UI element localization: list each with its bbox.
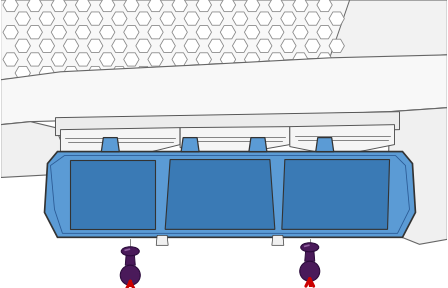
Polygon shape [0, 0, 349, 80]
Polygon shape [233, 39, 248, 52]
Polygon shape [184, 12, 199, 25]
Polygon shape [0, 122, 69, 177]
Polygon shape [293, 53, 308, 66]
Polygon shape [0, 0, 448, 88]
Polygon shape [329, 12, 345, 25]
Polygon shape [136, 67, 151, 80]
Polygon shape [99, 26, 115, 39]
Polygon shape [27, 26, 43, 39]
Polygon shape [101, 138, 119, 151]
Polygon shape [305, 12, 320, 25]
Polygon shape [281, 39, 296, 52]
Polygon shape [51, 53, 67, 66]
Polygon shape [3, 26, 18, 39]
Polygon shape [87, 67, 103, 80]
Polygon shape [180, 127, 290, 155]
Polygon shape [196, 26, 211, 39]
Polygon shape [75, 26, 91, 39]
Polygon shape [99, 0, 115, 12]
Polygon shape [329, 39, 345, 52]
Polygon shape [272, 235, 284, 245]
Polygon shape [51, 0, 67, 12]
Polygon shape [172, 26, 187, 39]
Polygon shape [39, 39, 55, 52]
Polygon shape [305, 39, 320, 52]
Polygon shape [388, 108, 448, 244]
Polygon shape [15, 67, 30, 80]
Polygon shape [208, 67, 224, 80]
Polygon shape [208, 39, 224, 52]
Polygon shape [160, 67, 175, 80]
Polygon shape [233, 12, 248, 25]
Polygon shape [160, 39, 175, 52]
Polygon shape [172, 0, 187, 12]
Polygon shape [281, 12, 296, 25]
Polygon shape [0, 55, 448, 125]
Polygon shape [293, 26, 308, 39]
Polygon shape [3, 0, 18, 12]
Polygon shape [316, 138, 334, 151]
Polygon shape [156, 235, 168, 245]
Circle shape [121, 265, 140, 285]
Circle shape [300, 261, 320, 281]
Polygon shape [257, 12, 272, 25]
Polygon shape [15, 39, 30, 52]
Polygon shape [257, 67, 272, 80]
Polygon shape [112, 39, 127, 52]
Polygon shape [87, 12, 103, 25]
Polygon shape [63, 12, 79, 25]
Polygon shape [329, 67, 345, 80]
Polygon shape [148, 26, 163, 39]
Polygon shape [305, 67, 320, 80]
Polygon shape [269, 53, 284, 66]
Polygon shape [317, 53, 332, 66]
Polygon shape [124, 26, 139, 39]
Polygon shape [184, 67, 199, 80]
Polygon shape [317, 0, 332, 12]
Polygon shape [75, 53, 91, 66]
Polygon shape [208, 12, 224, 25]
Polygon shape [290, 125, 395, 153]
Polygon shape [39, 67, 55, 80]
Polygon shape [245, 26, 260, 39]
Polygon shape [44, 151, 415, 237]
Polygon shape [245, 53, 260, 66]
Polygon shape [269, 0, 284, 12]
Polygon shape [51, 26, 67, 39]
Polygon shape [165, 160, 275, 229]
Polygon shape [245, 0, 260, 12]
Polygon shape [75, 0, 91, 12]
Polygon shape [281, 67, 296, 80]
Polygon shape [160, 12, 175, 25]
Polygon shape [269, 26, 284, 39]
Polygon shape [305, 249, 315, 261]
Polygon shape [60, 128, 180, 158]
Polygon shape [257, 39, 272, 52]
Polygon shape [172, 53, 187, 66]
Polygon shape [148, 53, 163, 66]
Polygon shape [15, 12, 30, 25]
Polygon shape [196, 53, 211, 66]
Ellipse shape [301, 243, 319, 252]
Polygon shape [124, 0, 139, 12]
Polygon shape [27, 0, 43, 12]
Polygon shape [148, 0, 163, 12]
Polygon shape [249, 138, 267, 151]
Polygon shape [233, 67, 248, 80]
Polygon shape [196, 0, 211, 12]
Polygon shape [220, 53, 236, 66]
Polygon shape [181, 138, 199, 151]
Polygon shape [184, 39, 199, 52]
Polygon shape [112, 12, 127, 25]
Polygon shape [63, 67, 79, 80]
Polygon shape [124, 53, 139, 66]
Polygon shape [136, 39, 151, 52]
Polygon shape [87, 39, 103, 52]
Polygon shape [293, 0, 308, 12]
Polygon shape [282, 160, 389, 229]
Polygon shape [3, 53, 18, 66]
Polygon shape [220, 0, 236, 12]
Ellipse shape [121, 247, 139, 256]
Polygon shape [317, 26, 332, 39]
